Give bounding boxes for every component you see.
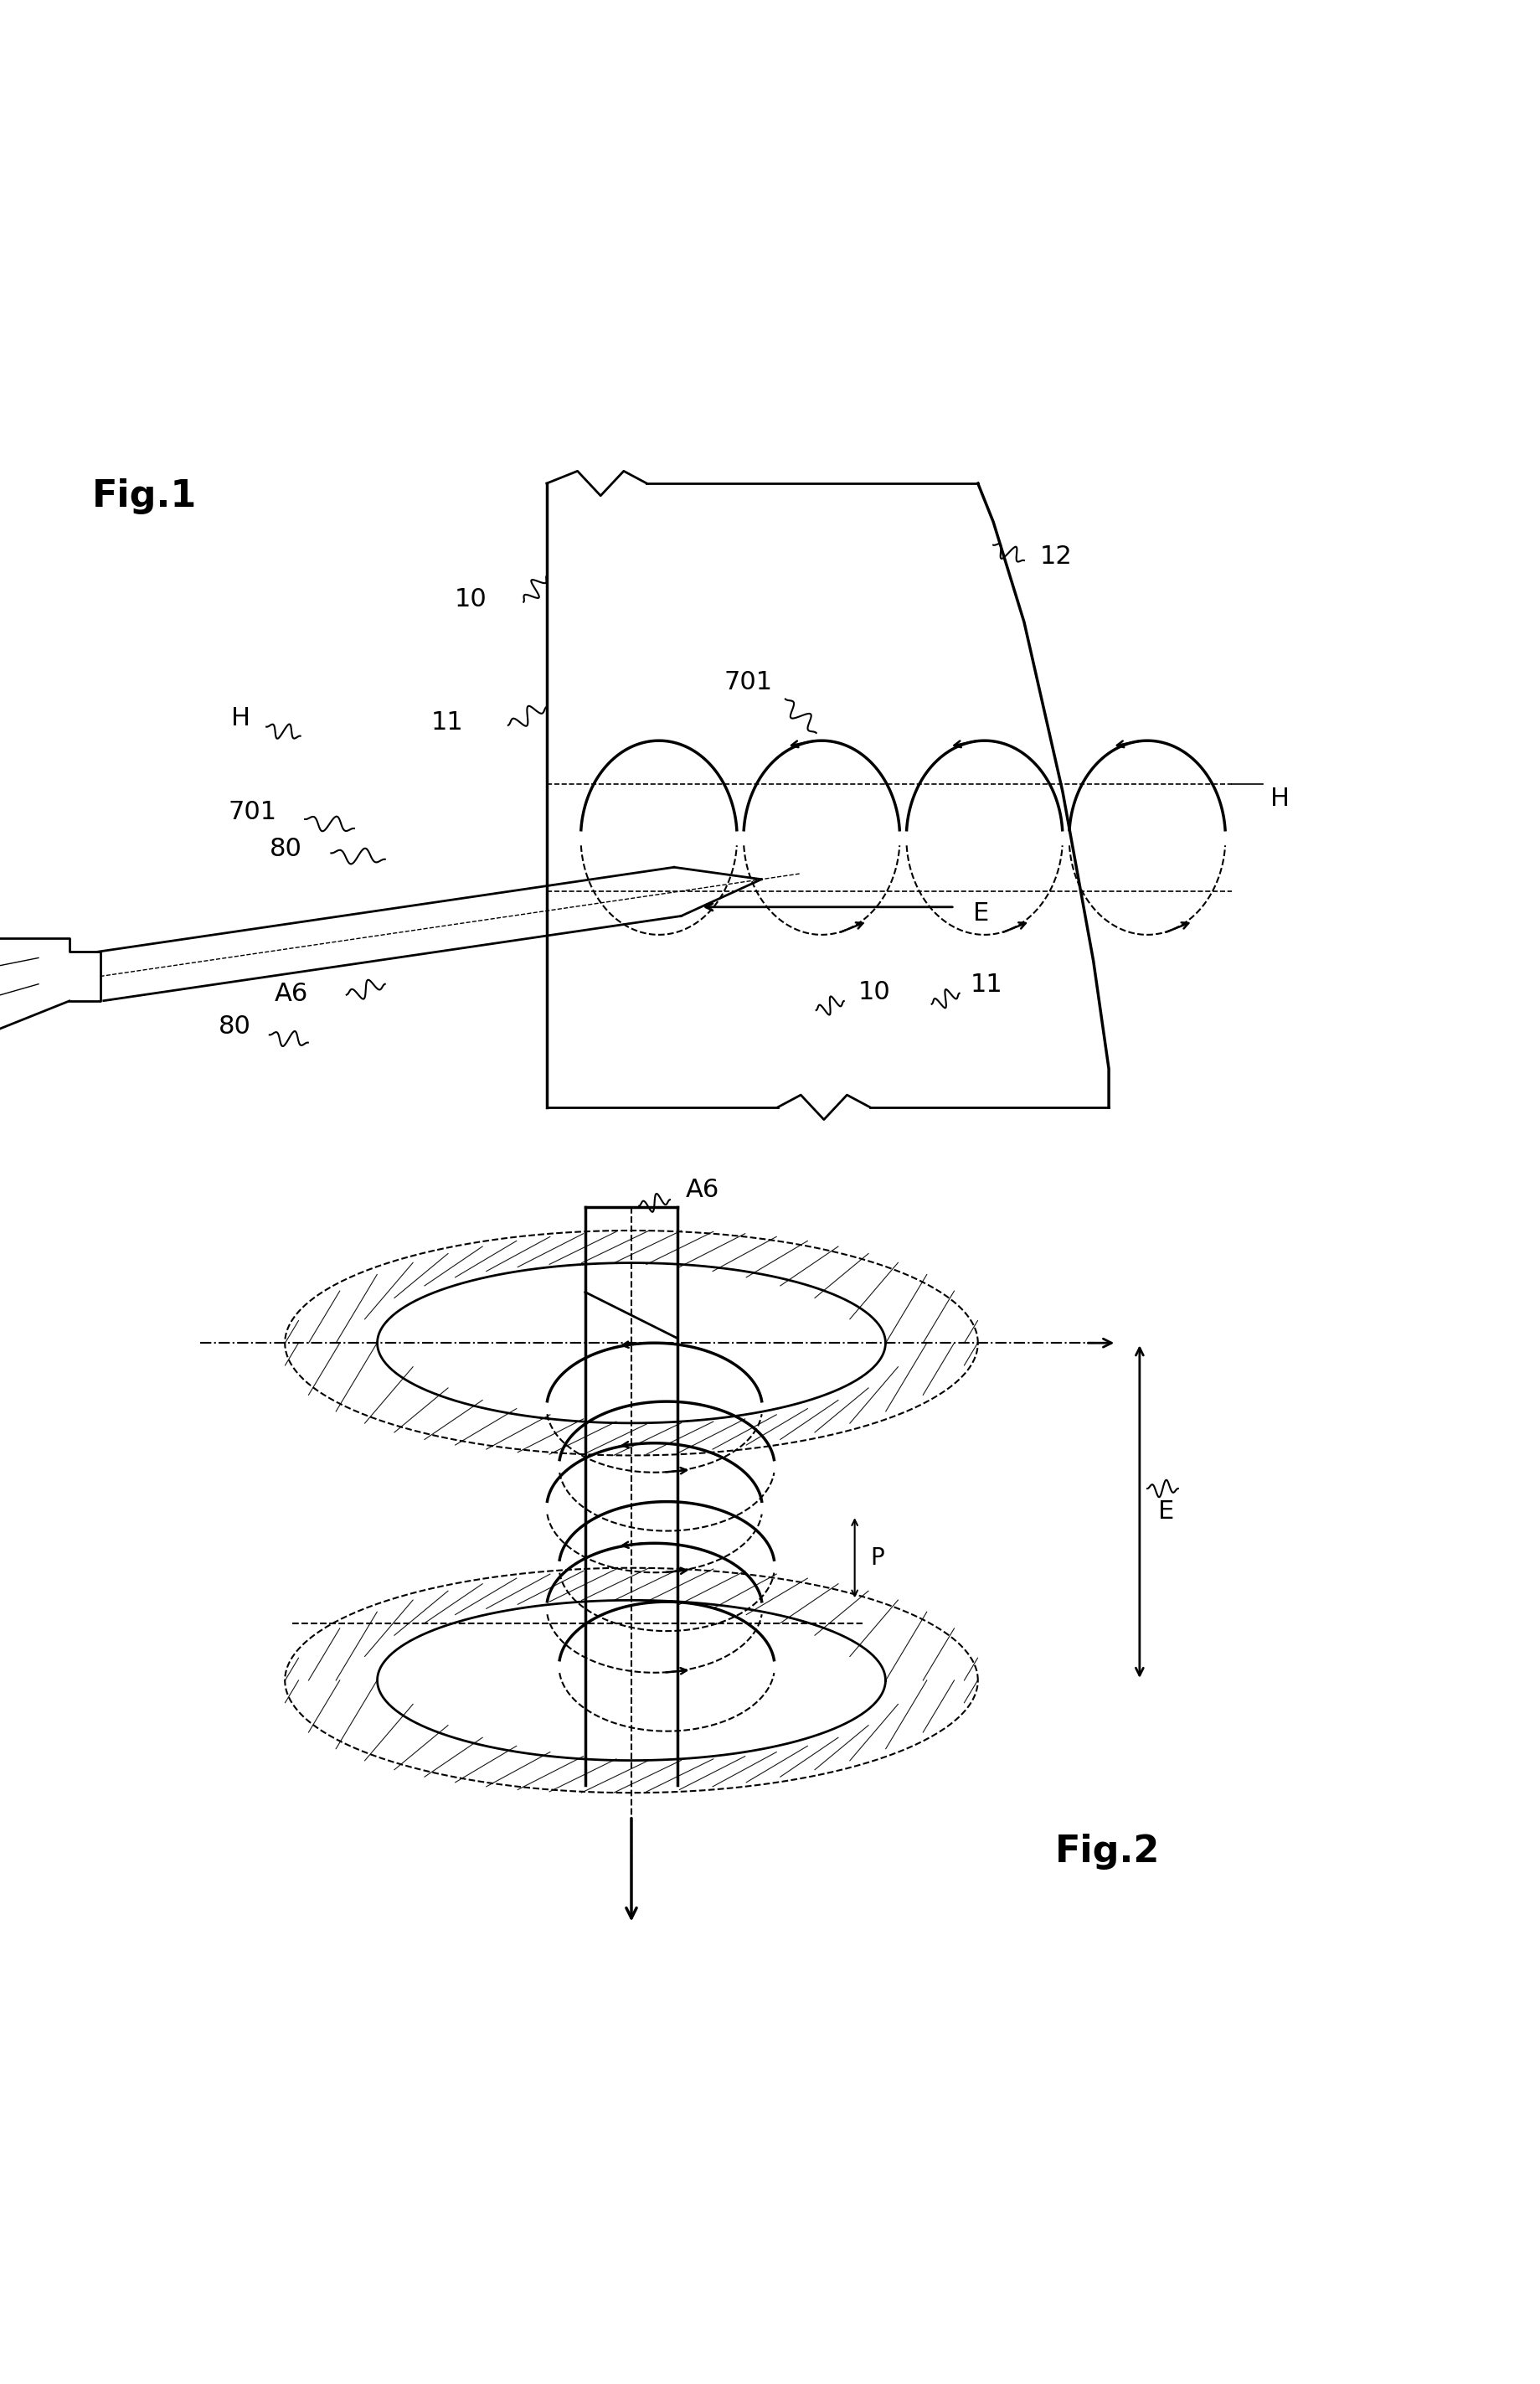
Text: Fig.2: Fig.2	[1055, 1833, 1160, 1869]
Text: 12: 12	[1040, 544, 1072, 567]
Text: 701: 701	[228, 801, 277, 825]
Text: A6: A6	[274, 982, 308, 1006]
Text: Fig.1: Fig.1	[92, 479, 197, 515]
Text: P: P	[870, 1547, 884, 1569]
Text: 11: 11	[431, 710, 464, 734]
Text: 80: 80	[219, 1013, 251, 1039]
Text: 11: 11	[970, 973, 1003, 997]
Text: 80: 80	[270, 837, 302, 861]
Text: E: E	[1158, 1500, 1173, 1523]
Text: 10: 10	[858, 980, 890, 1004]
Text: H: H	[1270, 787, 1291, 811]
Text: 701: 701	[724, 670, 773, 694]
Text: H: H	[231, 706, 251, 730]
Text: A6: A6	[685, 1178, 719, 1202]
Text: E: E	[973, 901, 989, 925]
Text: 10: 10	[454, 586, 487, 613]
